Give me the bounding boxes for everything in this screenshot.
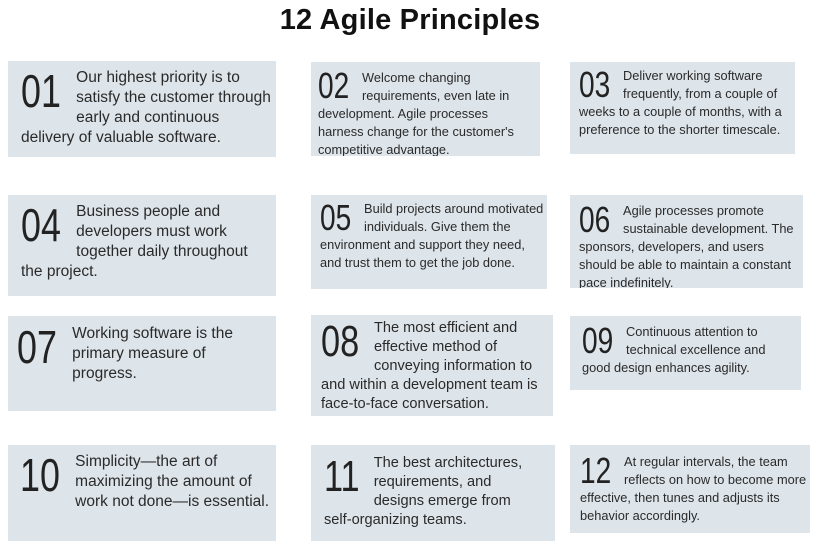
principle-card-02: 02 Welcome changing requirements, even l… bbox=[311, 62, 540, 156]
principle-number: 04 bbox=[21, 205, 61, 246]
principle-card-08: 08 The most efficient and effective meth… bbox=[311, 315, 553, 416]
principle-card-01: 01 Our highest priority is to satisfy th… bbox=[8, 61, 276, 157]
principle-card-11: 11 The best architectures, requirements,… bbox=[311, 445, 555, 541]
principle-number: 11 bbox=[324, 457, 360, 497]
principle-number: 10 bbox=[20, 455, 60, 496]
principle-text: Build projects around motivated individu… bbox=[320, 201, 543, 270]
principle-number: 01 bbox=[21, 71, 61, 112]
principle-number: 08 bbox=[321, 322, 359, 362]
principle-card-06: 06 Agile processes promote sustainable d… bbox=[570, 195, 803, 288]
principle-card-09: 09 Continuous attention to technical exc… bbox=[570, 316, 801, 390]
principle-number: 12 bbox=[580, 455, 611, 487]
principle-text: Agile processes promote sustainable deve… bbox=[579, 203, 794, 288]
principle-card-07: 07 Working software is the primary measu… bbox=[8, 316, 276, 411]
principle-number: 05 bbox=[320, 202, 351, 234]
principle-number: 09 bbox=[582, 325, 613, 357]
principle-number: 06 bbox=[579, 204, 610, 236]
principle-number: 02 bbox=[318, 70, 349, 102]
principle-text: At regular intervals, the team reflects … bbox=[580, 454, 806, 523]
principle-card-12: 12 At regular intervals, the team reflec… bbox=[570, 445, 810, 533]
page-title: 12 Agile Principles bbox=[0, 4, 820, 37]
principle-number: 03 bbox=[579, 69, 610, 101]
principle-card-10: 10 Simplicity—the art of maximizing the … bbox=[8, 445, 276, 541]
principle-text: Simplicity—the art of maximizing the amo… bbox=[75, 453, 269, 510]
principle-card-04: 04 Business people and developers must w… bbox=[8, 195, 276, 296]
principle-card-05: 05 Build projects around motivated indiv… bbox=[311, 195, 547, 289]
principle-number: 07 bbox=[17, 327, 57, 368]
principle-text: Working software is the primary measure … bbox=[72, 325, 233, 382]
principle-card-03: 03 Deliver working software frequently, … bbox=[570, 62, 795, 154]
